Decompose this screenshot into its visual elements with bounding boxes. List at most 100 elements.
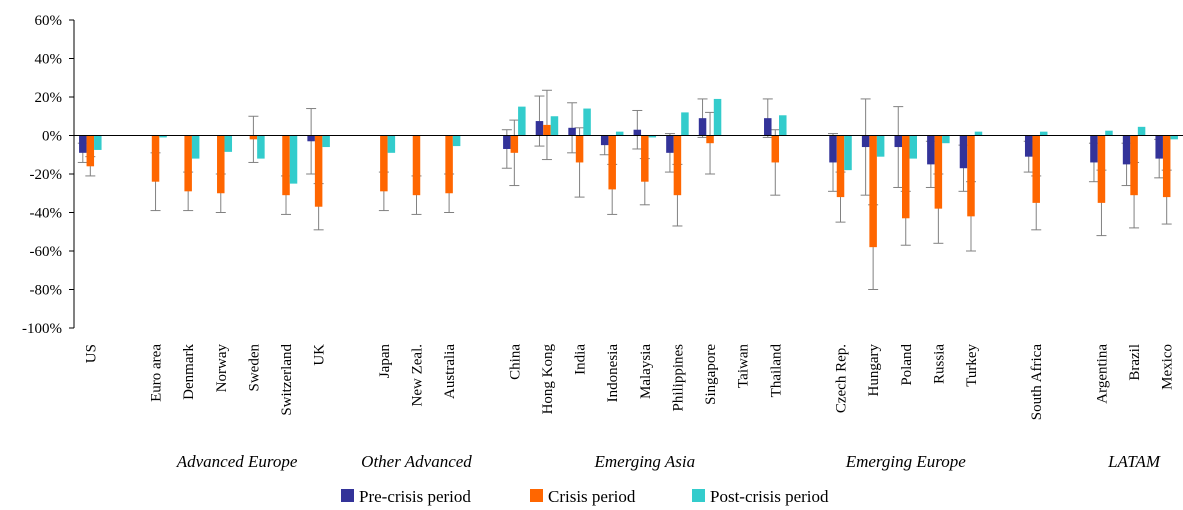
bar (380, 135, 388, 192)
bar (86, 135, 95, 167)
bar (387, 135, 396, 153)
category-label: Japan (377, 344, 393, 379)
category-label: UK (312, 344, 328, 366)
y-tick-label: 60% (35, 13, 63, 29)
bar (698, 118, 707, 136)
legend-swatch (530, 489, 543, 502)
group-label: Advanced Europe (176, 452, 298, 471)
category-label: Thailand (768, 344, 784, 398)
bar (79, 135, 87, 153)
error-bars (77, 89, 1172, 290)
category-label: India (573, 344, 589, 375)
category-label: Hong Kong (540, 344, 556, 415)
category-label: Argentina (1094, 344, 1110, 404)
category-label: Singapore (703, 344, 719, 405)
group-label: Emerging Europe (845, 452, 967, 471)
bar (844, 135, 852, 171)
group-labels: Advanced Europe Other Advanced Emerging As… (176, 452, 1161, 471)
bar (909, 135, 917, 159)
bar (974, 131, 983, 136)
bar (1097, 135, 1106, 203)
bar (159, 135, 167, 138)
bar (967, 135, 975, 217)
bar (902, 135, 910, 219)
bar (322, 135, 330, 148)
category-label: Taiwan (736, 344, 752, 388)
bar (779, 115, 787, 136)
y-tick-label: -80% (30, 283, 63, 299)
bar (191, 135, 200, 159)
bar (217, 135, 225, 194)
bar (876, 135, 885, 157)
category-label: South Africa (1029, 344, 1045, 421)
bar (1122, 135, 1131, 165)
bar (666, 135, 674, 153)
bar (829, 135, 837, 163)
bar (673, 135, 682, 196)
y-tick-label: 40% (35, 52, 63, 68)
category-label: Sweden (246, 344, 262, 392)
group-label: Other Advanced (361, 452, 472, 471)
bar (927, 135, 935, 165)
bars (79, 98, 1178, 248)
bar (771, 135, 780, 163)
bar (633, 129, 642, 136)
bar (1162, 135, 1171, 198)
bar (1170, 135, 1178, 140)
bar (510, 135, 519, 153)
group-label: LATAM (1107, 452, 1161, 471)
category-label: Denmark (181, 344, 197, 400)
category-label: Indonesia (605, 344, 621, 403)
legend-label: Crisis period (548, 487, 636, 506)
category-label: Russia (931, 344, 947, 384)
bar (1130, 135, 1138, 196)
bar (869, 135, 877, 248)
y-axis: 60% 40% 20% 0% -20% -40% -60% -80% -100% (22, 13, 75, 337)
bar (648, 135, 657, 138)
y-tick-label: 20% (35, 90, 63, 106)
bar (894, 135, 902, 148)
bar (1090, 135, 1098, 163)
bar (249, 135, 258, 140)
legend-swatch (692, 489, 705, 502)
legend-label: Pre-crisis period (359, 487, 471, 506)
category-label: Poland (899, 344, 915, 386)
bar (681, 112, 689, 136)
bar (94, 135, 102, 150)
bar (452, 135, 461, 147)
bar (412, 135, 421, 196)
bar (706, 135, 714, 144)
bar (1024, 135, 1033, 157)
category-label: Brazil (1127, 344, 1143, 381)
category-label: Mexico (1160, 344, 1176, 390)
bar (942, 135, 950, 144)
bar (535, 121, 544, 136)
bar (600, 135, 609, 146)
category-label: Hungary (866, 344, 882, 397)
bar (1039, 131, 1048, 136)
bar (713, 98, 722, 136)
bar (764, 118, 772, 136)
bar (224, 135, 233, 152)
legend-label: Post-crisis period (710, 487, 829, 506)
bar (257, 135, 265, 159)
bar (1155, 135, 1163, 159)
bar (615, 131, 624, 136)
y-tick-label: 0% (42, 129, 62, 145)
bar (184, 135, 192, 192)
bar (314, 135, 323, 207)
bar (641, 135, 649, 182)
bar (836, 135, 845, 198)
category-label: US (83, 344, 99, 363)
bar (445, 135, 453, 194)
category-label: New Zeal. (409, 344, 425, 406)
bar (503, 135, 511, 149)
bar (282, 135, 290, 196)
legend: Pre-crisis period Crisis period Post-crisi… (341, 487, 829, 506)
category-label: Turkey (964, 344, 980, 387)
bar (543, 124, 551, 136)
bar (307, 135, 315, 142)
category-labels: US Euro area Denmark Norway Sweden Switzerlan… (83, 344, 1175, 421)
y-tick-label: -40% (30, 206, 63, 222)
